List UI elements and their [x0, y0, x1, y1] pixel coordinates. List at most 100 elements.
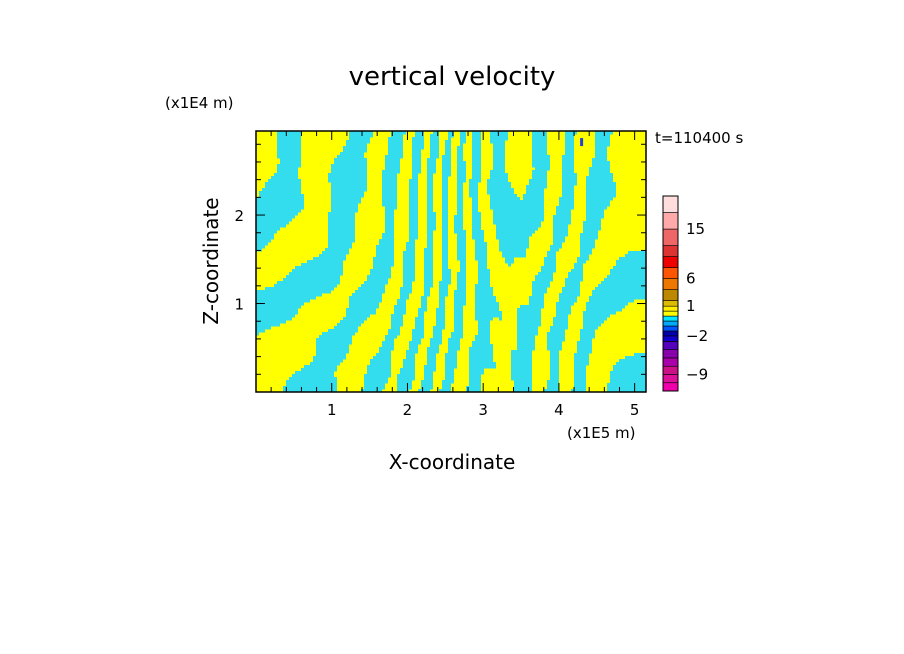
- downdraft-cell: [580, 329, 595, 333]
- downdraft-cell: [532, 146, 547, 150]
- downdraft-cell: [379, 242, 394, 246]
- downdraft-cell: [436, 308, 445, 312]
- downdraft-cell: [520, 305, 544, 309]
- downdraft-cell: [274, 173, 298, 177]
- downdraft-cell: [424, 251, 433, 255]
- downdraft-cell: [427, 185, 433, 189]
- downdraft-cell: [427, 356, 436, 360]
- downdraft-cell: [553, 221, 571, 225]
- downdraft-cell: [610, 374, 646, 378]
- downdraft-cell: [457, 248, 466, 252]
- downdraft-cell: [382, 200, 397, 204]
- downdraft-cell: [580, 254, 589, 258]
- downdraft-cell: [382, 236, 394, 240]
- downdraft-cell: [331, 164, 367, 168]
- downdraft-cell: [328, 221, 355, 225]
- downdraft-cell: [331, 194, 364, 198]
- downdraft-cell: [580, 239, 595, 243]
- downdraft-cell: [574, 353, 589, 357]
- downdraft-cell: [457, 203, 463, 207]
- downdraft-cell: [397, 377, 415, 381]
- downdraft-cell: [469, 371, 484, 375]
- downdraft-cell: [550, 368, 559, 372]
- downdraft-cell: [406, 245, 415, 249]
- colorbar-swatch: [662, 315, 679, 322]
- downdraft-cell: [478, 275, 490, 279]
- downdraft-cell: [493, 164, 505, 168]
- downdraft-cell: [454, 317, 463, 321]
- downdraft-cell: [256, 203, 304, 207]
- colorbar-tick-label: 1: [686, 297, 696, 315]
- downdraft-cell: [532, 149, 547, 153]
- downdraft-cell: [442, 215, 448, 219]
- downdraft-cell: [283, 386, 337, 390]
- downdraft-cell: [427, 206, 433, 210]
- downdraft-cell: [421, 302, 427, 306]
- downdraft-cell: [532, 155, 550, 159]
- downdraft-cell: [442, 260, 448, 264]
- downdraft-cell: [265, 287, 334, 291]
- downdraft-cell: [529, 182, 547, 186]
- colorbar-swatch: [662, 245, 679, 257]
- downdraft-cell: [418, 389, 430, 392]
- downdraft-cell: [328, 329, 358, 333]
- downdraft-cell: [412, 173, 418, 177]
- downdraft-cell: [439, 389, 451, 392]
- downdraft-cell: [601, 281, 646, 285]
- downdraft-cell: [442, 212, 448, 216]
- downdraft-cell: [421, 305, 427, 309]
- downdraft-cell: [349, 131, 373, 135]
- downdraft-cell: [613, 365, 646, 369]
- downdraft-cell: [472, 230, 484, 234]
- downdraft-cell: [256, 314, 295, 318]
- downdraft-cell: [367, 275, 391, 279]
- downdraft-cell: [547, 380, 559, 384]
- downdraft-cell: [409, 212, 418, 216]
- downdraft-cell: [457, 200, 463, 204]
- downdraft-cell: [586, 215, 604, 219]
- downdraft-cell: [442, 170, 451, 174]
- downdraft-cell: [586, 182, 616, 186]
- downdraft-cell: [391, 314, 403, 318]
- downdraft-cell: [442, 251, 448, 255]
- downdraft-cell: [256, 239, 271, 243]
- downdraft-cell: [472, 209, 478, 213]
- colorbar-swatch: [662, 320, 679, 327]
- downdraft-cell: [457, 209, 463, 213]
- downdraft-cell: [532, 293, 544, 297]
- downdraft-cell: [256, 230, 277, 234]
- downdraft-cell: [460, 269, 466, 273]
- x-tick-label: 4: [554, 401, 564, 419]
- downdraft-cell: [421, 296, 427, 300]
- downdraft-cell: [592, 161, 610, 165]
- downdraft-cell: [517, 323, 541, 327]
- downdraft-cell: [583, 221, 601, 225]
- downdraft-cell: [259, 194, 304, 198]
- downdraft-cell: [529, 302, 544, 306]
- downdraft-cell: [469, 179, 481, 183]
- downdraft-cell: [328, 242, 352, 246]
- downdraft-cell: [454, 218, 463, 222]
- downdraft-cell: [592, 158, 607, 162]
- downdraft-cell: [586, 185, 616, 189]
- downdraft-cell: [427, 347, 439, 351]
- downdraft-cell: [427, 176, 433, 180]
- downdraft-cell: [409, 218, 418, 222]
- colorbar-tick-label: 15: [686, 220, 705, 238]
- downdraft-cell: [457, 245, 466, 249]
- downdraft-cell: [454, 320, 463, 324]
- downdraft-cell: [412, 167, 421, 171]
- downdraft-cell: [442, 194, 448, 198]
- downdraft-cell: [454, 314, 463, 318]
- downdraft-cell: [556, 305, 571, 309]
- downdraft-cell: [574, 368, 586, 372]
- downdraft-cell: [256, 233, 274, 237]
- downdraft-cell: [409, 206, 418, 210]
- downdraft-cell: [493, 221, 541, 225]
- downdraft-cell: [475, 245, 487, 249]
- downdraft-cell: [442, 191, 448, 195]
- downdraft-cell: [550, 365, 559, 369]
- downdraft-cell: [571, 389, 586, 392]
- downdraft-cell: [487, 182, 511, 186]
- downdraft-cell: [427, 362, 436, 366]
